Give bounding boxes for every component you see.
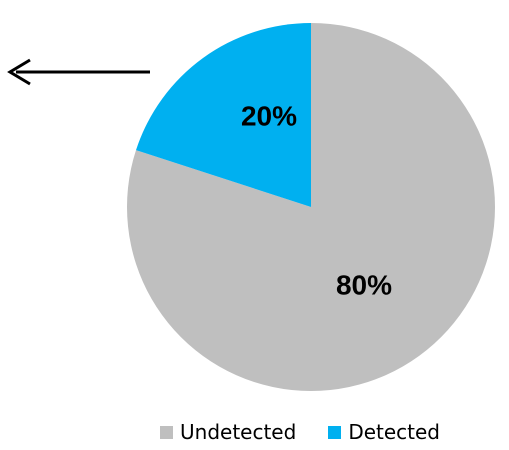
annotation-arrow (7, 58, 150, 86)
legend: Undetected Detected (160, 420, 440, 444)
legend-swatch-detected (328, 425, 342, 439)
arrow-head (7, 58, 31, 86)
pie-label-detected: 20% (241, 100, 297, 131)
pie-label-undetected: 80% (336, 269, 392, 300)
legend-label-detected: Detected (348, 420, 441, 444)
pie-labels: 80% 20% (241, 100, 392, 300)
legend-swatch-undetected (160, 425, 173, 439)
legend-label-undetected: Undetected (180, 420, 297, 444)
legend-item-undetected: Undetected (160, 420, 296, 444)
pie-slice-detected (136, 23, 311, 207)
pie-slices (127, 23, 496, 391)
legend-item-detected: Detected (328, 420, 440, 444)
